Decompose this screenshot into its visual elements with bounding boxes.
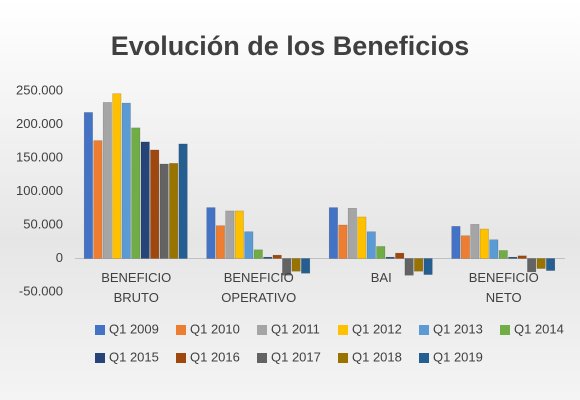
legend-label: Q1 2015 <box>109 349 159 364</box>
legend-swatch <box>95 325 105 335</box>
bar <box>301 258 311 274</box>
bar <box>338 224 348 259</box>
bar <box>517 255 527 259</box>
bar <box>423 258 433 275</box>
bar <box>451 226 461 259</box>
bar <box>404 258 414 276</box>
legend-label: Q1 2018 <box>352 349 402 364</box>
bar <box>489 239 499 259</box>
bar <box>234 210 244 259</box>
bar <box>376 246 386 259</box>
bar <box>178 143 188 259</box>
legend-label: Q1 2019 <box>433 349 483 364</box>
legend-label: Q1 2013 <box>433 321 483 336</box>
bar <box>347 208 357 259</box>
legend-swatch <box>176 353 186 363</box>
bar <box>263 256 273 259</box>
chart-title: Evolución de los Beneficios <box>111 31 470 61</box>
legend-swatch <box>338 353 348 363</box>
y-tick-label: 0 <box>56 250 63 265</box>
bar <box>169 163 179 259</box>
bar <box>215 225 225 259</box>
bar <box>546 258 556 271</box>
bar <box>291 258 301 272</box>
legend-label: Q1 2010 <box>190 321 240 336</box>
legend-swatch <box>419 325 429 335</box>
legend-swatch <box>257 325 267 335</box>
bar <box>244 231 254 259</box>
bar <box>150 149 160 259</box>
legend-swatch <box>176 325 186 335</box>
legend-swatch <box>95 353 105 363</box>
bar <box>395 252 405 259</box>
bar <box>131 127 141 259</box>
legend-label: Q1 2012 <box>352 321 402 336</box>
y-tick-label: -50.000 <box>19 283 63 298</box>
legend-swatch <box>338 325 348 335</box>
x-tick-label: BENEFICIO BRUTO <box>101 270 172 305</box>
bar <box>93 140 103 259</box>
bar <box>527 258 537 273</box>
legend-swatch <box>500 325 510 335</box>
bar <box>206 207 216 259</box>
legend-label: Q1 2017 <box>271 349 321 364</box>
legend-label: Q1 2014 <box>514 321 564 336</box>
bar <box>112 93 122 259</box>
bar <box>159 163 169 259</box>
x-tick-label: BENEFICIO OPERATIVO <box>221 270 297 305</box>
legend-swatch <box>257 353 267 363</box>
bar <box>414 258 424 272</box>
legend-label: Q1 2011 <box>271 321 320 336</box>
legend-swatch <box>419 353 429 363</box>
x-tick-label: BAI <box>370 270 392 285</box>
bar <box>479 228 489 259</box>
x-tick-label: BENEFICIO NETO <box>468 270 539 305</box>
bar <box>357 216 367 259</box>
y-tick-label: 250.000 <box>16 82 63 97</box>
bar <box>121 102 131 259</box>
bar <box>102 102 112 259</box>
y-tick-label: 150.000 <box>16 149 63 164</box>
bar <box>253 249 263 259</box>
bar <box>328 207 338 259</box>
y-tick-label: 50.000 <box>23 216 63 231</box>
bar <box>536 258 546 269</box>
bar <box>83 112 93 259</box>
bar <box>498 250 508 259</box>
bar <box>282 258 292 276</box>
bar <box>140 141 150 259</box>
bar <box>385 256 395 259</box>
y-tick-label: 200.000 <box>16 116 63 131</box>
bar <box>225 210 235 259</box>
legend-label: Q1 2009 <box>109 321 159 336</box>
bar <box>366 231 376 259</box>
bar <box>470 224 480 259</box>
legend-label: Q1 2016 <box>190 349 240 364</box>
y-tick-label: 100.000 <box>16 183 63 198</box>
bar <box>508 256 518 259</box>
bar <box>460 235 470 259</box>
bar <box>272 254 282 259</box>
